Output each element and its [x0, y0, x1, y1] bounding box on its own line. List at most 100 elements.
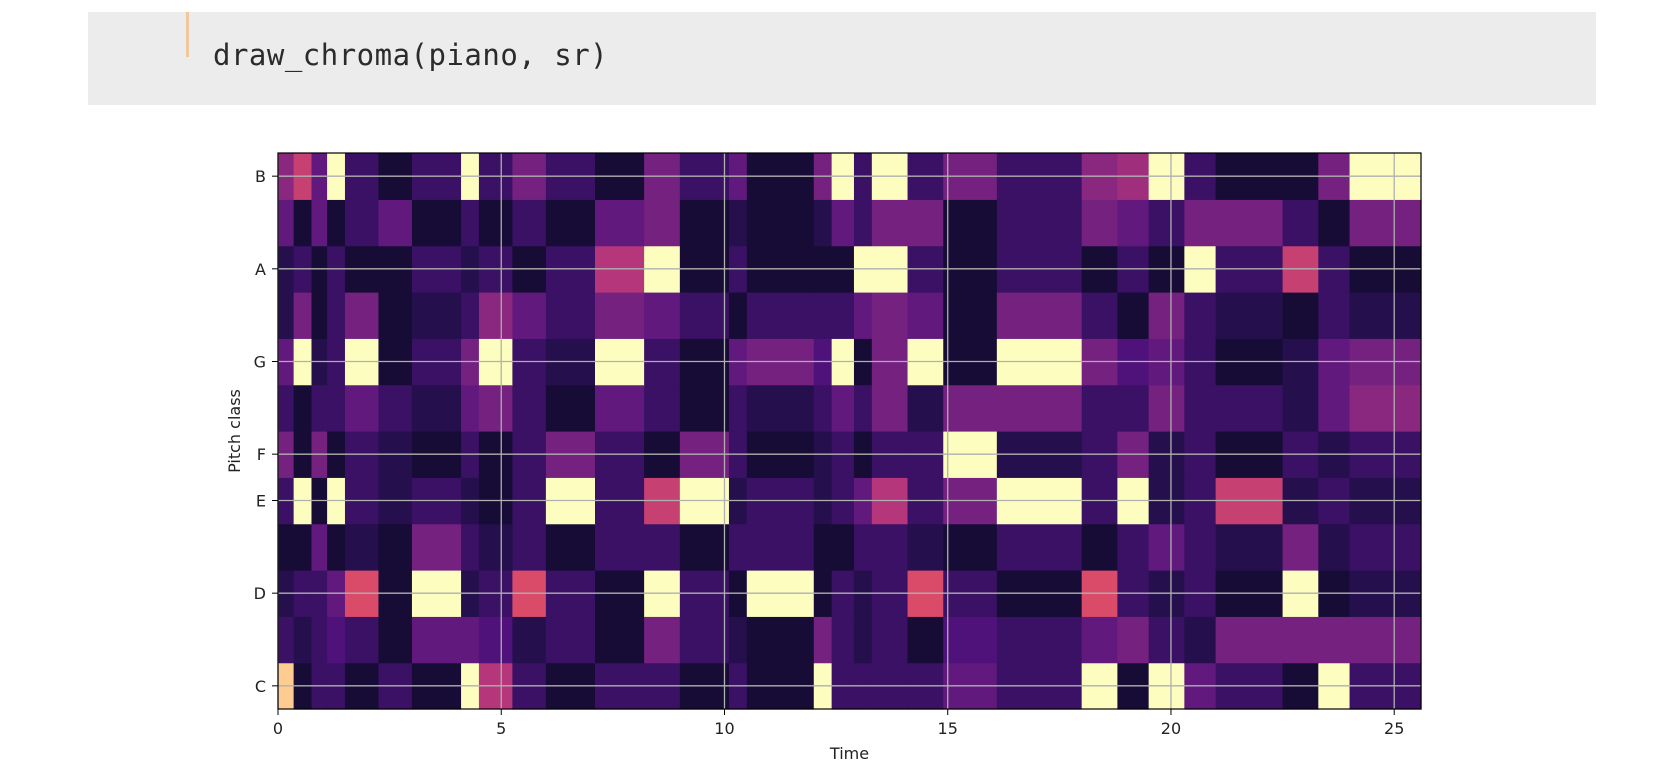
heatmap-cell: [813, 199, 833, 247]
heatmap-cell: [996, 292, 1083, 339]
heatmap-cell: [1081, 199, 1118, 247]
heatmap-cell: [943, 384, 998, 432]
heatmap-cell: [1318, 199, 1351, 247]
heatmap-cell: [311, 199, 328, 247]
x-tick-label: 10: [714, 719, 734, 738]
heatmap-cell: [595, 199, 645, 247]
heatmap-cell: [1081, 523, 1118, 571]
heatmap-cell: [813, 292, 833, 339]
heatmap-cell: [746, 384, 815, 432]
heatmap-cell: [1148, 199, 1185, 247]
heatmap-cells: [278, 153, 1422, 710]
heatmap-cell: [907, 523, 944, 571]
x-axis-label: Time: [829, 744, 869, 763]
heatmap-cell: [344, 523, 380, 571]
heatmap-cell: [478, 199, 514, 247]
heatmap-cell: [1215, 292, 1284, 339]
heatmap-cell: [1081, 384, 1118, 432]
heatmap-cell: [478, 616, 514, 664]
heatmap-cell: [813, 523, 833, 571]
heatmap-cell: [1148, 616, 1185, 664]
heatmap-cell: [1349, 384, 1422, 432]
heatmap-cell: [278, 523, 295, 571]
heatmap-cell: [1184, 523, 1217, 571]
heatmap-cell: [644, 199, 681, 247]
heatmap-cell: [871, 616, 909, 664]
heatmap-cell: [871, 292, 909, 339]
cell-accent-bar: [186, 12, 189, 57]
heatmap-cell: [871, 523, 909, 571]
heatmap-cell: [461, 384, 480, 432]
heatmap-cell: [1282, 384, 1319, 432]
heatmap-cell: [478, 384, 514, 432]
heatmap-cell: [378, 523, 413, 571]
heatmap-cell: [327, 199, 346, 247]
heatmap-cell: [512, 616, 547, 664]
heatmap-cell: [293, 199, 313, 247]
x-tick-label: 0: [273, 719, 283, 738]
heatmap-cell: [679, 384, 730, 432]
heatmap-cell: [512, 292, 547, 339]
heatmap-cell: [278, 199, 295, 247]
heatmap-cell: [679, 292, 730, 339]
heatmap-cell: [943, 523, 998, 571]
heatmap-cell: [1117, 523, 1150, 571]
heatmap-cell: [907, 616, 944, 664]
heatmap-cell: [746, 292, 815, 339]
y-axis: C D E F G A B: [254, 167, 278, 696]
heatmap-cell: [1215, 384, 1284, 432]
heatmap-cell: [545, 616, 596, 664]
heatmap-cell: [943, 616, 998, 664]
heatmap-cell: [1318, 292, 1351, 339]
heatmap-cell: [943, 199, 998, 247]
heatmap-cell: [411, 199, 462, 247]
heatmap-cell: [644, 384, 681, 432]
heatmap-cell: [311, 616, 328, 664]
heatmap-cell: [831, 292, 855, 339]
heatmap-cell: [907, 292, 944, 339]
heatmap-cell: [1184, 384, 1217, 432]
heatmap-cell: [853, 199, 873, 247]
heatmap-cell: [595, 523, 645, 571]
heatmap-cell: [728, 616, 748, 664]
heatmap-cell: [728, 199, 748, 247]
plot-frame: [277, 152, 1422, 710]
heatmap-cell: [996, 616, 1083, 664]
heatmap-cell: [831, 523, 855, 571]
y-tick-label: G: [254, 353, 266, 372]
heatmap-cell: [644, 523, 681, 571]
heatmap-cell: [813, 616, 833, 664]
heatmap-cell: [1282, 292, 1319, 339]
x-tick-label: 5: [496, 719, 506, 738]
heatmap-cell: [545, 523, 596, 571]
heatmap-cell: [327, 292, 346, 339]
heatmap-cell: [595, 616, 645, 664]
heatmap-cell: [853, 616, 873, 664]
heatmap-cell: [311, 523, 328, 571]
heatmap-cell: [1148, 292, 1185, 339]
code-line: draw_chroma(piano, sr): [213, 38, 609, 72]
heatmap-cell: [679, 616, 730, 664]
heatmap-cell: [1215, 199, 1284, 247]
heatmap-cell: [461, 523, 480, 571]
heatmap-cell: [1184, 292, 1217, 339]
heatmap-cell: [1148, 523, 1185, 571]
heatmap-cell: [512, 199, 547, 247]
heatmap-cell: [1184, 616, 1217, 664]
heatmap-cell: [1117, 292, 1150, 339]
code-cell[interactable]: draw_chroma(piano, sr): [88, 12, 1596, 105]
heatmap-cell: [1117, 199, 1150, 247]
heatmap-cell: [831, 616, 855, 664]
x-tick-label: 20: [1161, 719, 1181, 738]
heatmap-cell: [831, 384, 855, 432]
heatmap-cell: [1215, 616, 1284, 664]
heatmap-cell: [344, 292, 380, 339]
heatmap-cell: [1349, 523, 1422, 571]
heatmap-cell: [1081, 292, 1118, 339]
heatmap-cell: [344, 384, 380, 432]
heatmap-cell: [595, 384, 645, 432]
heatmap-cell: [411, 616, 462, 664]
heatmap-cell: [327, 616, 346, 664]
heatmap-cell: [595, 292, 645, 339]
